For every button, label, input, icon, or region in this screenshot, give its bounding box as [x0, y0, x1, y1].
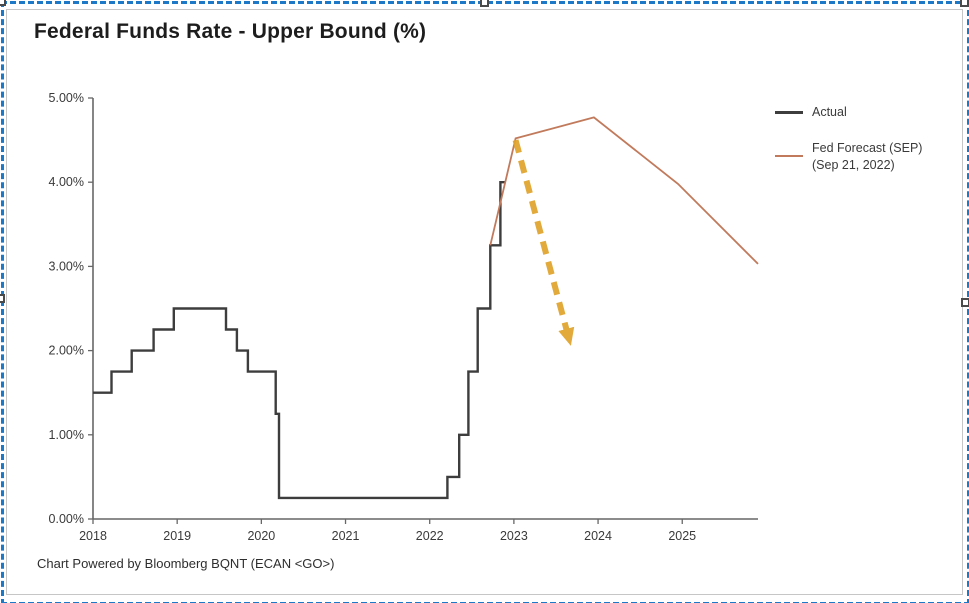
y-tick-label: 4.00% — [49, 175, 84, 189]
x-tick-label: 2020 — [247, 529, 275, 543]
forecast-label-line2: (Sep 21, 2022) — [812, 157, 895, 172]
forecast-series-line — [489, 116, 759, 265]
resize-handle-mid-left[interactable] — [0, 294, 5, 303]
legend-item-actual: Actual — [775, 104, 922, 120]
y-tick-label: 3.00% — [49, 259, 84, 273]
chart-title: Federal Funds Rate - Upper Bound (%) — [34, 20, 427, 43]
forecast-label-line1: Fed Forecast (SEP) — [812, 141, 923, 156]
resize-handle-mid-right[interactable] — [961, 298, 969, 307]
x-tick-label: 2023 — [500, 529, 528, 543]
actual-series-line — [93, 181, 506, 500]
actual-line-swatch — [775, 111, 803, 114]
y-tick-label: 2.00% — [49, 344, 84, 358]
y-tick-label: 5.00% — [49, 91, 84, 105]
x-tick-label: 2021 — [332, 529, 360, 543]
forecast-line-swatch — [775, 155, 803, 158]
chart-attribution: Chart Powered by Bloomberg BQNT (ECAN <G… — [37, 556, 335, 571]
y-tick-label: 0.00% — [49, 512, 84, 526]
x-tick-label: 2019 — [163, 529, 191, 543]
resize-handle-top-right[interactable] — [960, 0, 969, 7]
x-tick-label: 2018 — [79, 529, 107, 543]
legend-label-forecast: Fed Forecast (SEP) (Sep 21, 2022) — [812, 140, 922, 173]
legend: Actual Fed Forecast (SEP) (Sep 21, 2022) — [775, 104, 922, 193]
x-tick-label: 2025 — [668, 529, 696, 543]
legend-item-forecast: Fed Forecast (SEP) (Sep 21, 2022) — [775, 140, 922, 173]
y-tick-label: 1.00% — [49, 428, 84, 442]
resize-handle-top-center[interactable] — [480, 0, 489, 7]
chart-panel — [6, 9, 963, 595]
forecast-decline-arrow — [512, 139, 575, 346]
x-tick-label: 2022 — [416, 529, 444, 543]
x-tick-label: 2024 — [584, 529, 612, 543]
legend-label-actual: Actual — [812, 105, 847, 119]
resize-handle-top-left[interactable] — [0, 0, 6, 6]
